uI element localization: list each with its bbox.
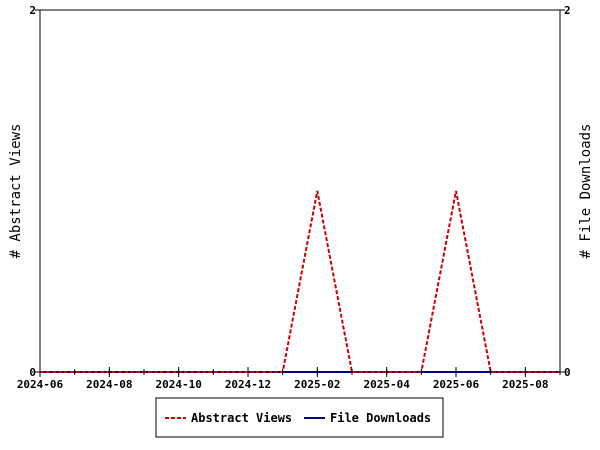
legend-label-file-downloads: File Downloads	[330, 411, 431, 425]
series-line-abstract-views	[40, 190, 560, 373]
x-tick-label: 2025-06	[433, 378, 480, 391]
x-tick-label: 2024-06	[17, 378, 64, 391]
x-axis: 2024-06 2024-08 2024-10 2024-12 2025-02 2025-…	[17, 367, 561, 391]
legend-label-abstract-views: Abstract Views	[191, 411, 292, 425]
y-right-tick-label: 2	[564, 4, 571, 17]
x-tick-label: 2025-02	[294, 378, 340, 391]
plot-area	[39, 9, 561, 373]
x-tick-label: 2025-08	[502, 378, 548, 391]
y-axis-left-title: # Abstract Views	[8, 124, 24, 259]
legend: Abstract Views File Downloads	[155, 397, 444, 438]
y-left-tick-label: 2	[29, 4, 36, 17]
x-tick-label: 2024-08	[86, 378, 132, 391]
y-axis-right-title: # File Downloads	[578, 124, 594, 259]
y-left-tick-label: 0	[29, 366, 36, 379]
series-layer	[40, 190, 560, 373]
x-tick-label: 2024-12	[225, 378, 271, 391]
x-tick-label: 2025-04	[363, 378, 410, 391]
legend-box	[155, 397, 444, 438]
x-tick-label: 2024-10	[155, 378, 201, 391]
y-axes: 0 2 0 2	[29, 4, 570, 379]
y-right-tick-label: 0	[564, 366, 571, 379]
